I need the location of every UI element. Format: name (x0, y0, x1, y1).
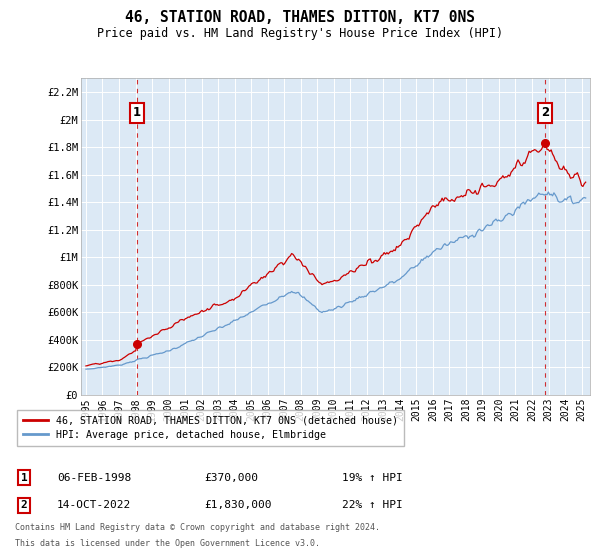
Text: 2: 2 (20, 500, 28, 510)
Text: 19% ↑ HPI: 19% ↑ HPI (342, 473, 403, 483)
Text: This data is licensed under the Open Government Licence v3.0.: This data is licensed under the Open Gov… (15, 539, 320, 548)
Text: £370,000: £370,000 (204, 473, 258, 483)
Text: 14-OCT-2022: 14-OCT-2022 (57, 500, 131, 510)
Text: Price paid vs. HM Land Registry's House Price Index (HPI): Price paid vs. HM Land Registry's House … (97, 27, 503, 40)
Legend: 46, STATION ROAD, THAMES DITTON, KT7 0NS (detached house), HPI: Average price, d: 46, STATION ROAD, THAMES DITTON, KT7 0NS… (17, 410, 404, 446)
Text: £1,830,000: £1,830,000 (204, 500, 271, 510)
Text: 2: 2 (541, 106, 549, 119)
Text: 1: 1 (20, 473, 28, 483)
Text: 06-FEB-1998: 06-FEB-1998 (57, 473, 131, 483)
Text: Contains HM Land Registry data © Crown copyright and database right 2024.: Contains HM Land Registry data © Crown c… (15, 523, 380, 532)
Text: 1: 1 (133, 106, 141, 119)
Text: 46, STATION ROAD, THAMES DITTON, KT7 0NS: 46, STATION ROAD, THAMES DITTON, KT7 0NS (125, 10, 475, 25)
Text: 22% ↑ HPI: 22% ↑ HPI (342, 500, 403, 510)
